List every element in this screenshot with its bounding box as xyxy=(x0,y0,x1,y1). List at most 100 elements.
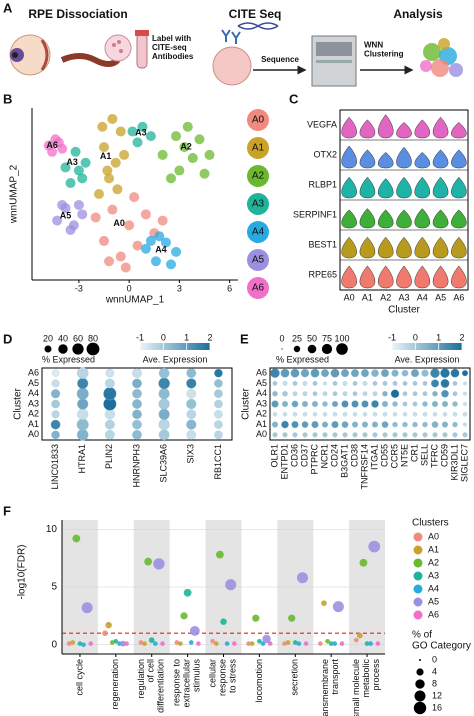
x-tick-label: A3 xyxy=(398,292,409,302)
legend-label: A0 xyxy=(428,531,439,541)
point xyxy=(145,131,156,142)
dot xyxy=(452,391,458,397)
point xyxy=(77,173,88,184)
color-tick-label: 1 xyxy=(436,332,441,342)
size-legend-label: 25 xyxy=(292,333,302,343)
point xyxy=(257,638,262,644)
legend-label: A1 xyxy=(428,544,439,554)
cluster-label: A0 xyxy=(113,218,125,228)
dot xyxy=(104,419,115,430)
dot xyxy=(51,399,60,409)
step-note: Sequence xyxy=(261,55,299,64)
violin xyxy=(451,236,467,259)
dot xyxy=(440,379,450,388)
dot xyxy=(441,421,449,428)
dot xyxy=(51,410,60,419)
point xyxy=(318,641,323,646)
point xyxy=(73,165,84,176)
point xyxy=(144,557,153,566)
point xyxy=(72,534,81,543)
dot xyxy=(382,381,388,386)
point xyxy=(73,199,84,210)
dot xyxy=(440,368,450,378)
point xyxy=(104,173,115,184)
x-tick-label: LINC01833 xyxy=(50,444,60,490)
violin xyxy=(341,265,357,289)
point xyxy=(110,157,121,168)
dot xyxy=(312,432,318,438)
dot xyxy=(323,381,327,386)
step-note: WNN Clustering xyxy=(364,41,404,59)
point xyxy=(194,134,205,145)
point xyxy=(182,121,193,132)
color-tick-label: 2 xyxy=(207,332,212,342)
dot xyxy=(311,400,319,408)
dot xyxy=(332,381,338,386)
dot xyxy=(432,432,438,438)
x-tick-label: SIX3 xyxy=(186,444,196,464)
step-note: Label with CITE-seq Antibodies xyxy=(152,34,194,61)
size-legend-dot xyxy=(413,701,427,715)
x-tick-label: SIGLEC7 xyxy=(459,444,469,482)
x-tick-label: KIR3DL1 xyxy=(449,444,459,481)
x-tick-label: A2 xyxy=(380,292,391,302)
dot xyxy=(300,368,310,378)
dot xyxy=(270,368,280,378)
dot xyxy=(331,400,339,408)
dot xyxy=(321,421,329,428)
point xyxy=(262,634,271,644)
dot xyxy=(342,391,348,397)
dot xyxy=(422,401,428,407)
dot xyxy=(132,388,142,399)
violin xyxy=(396,122,412,139)
size-legend-label: 12 xyxy=(432,690,442,700)
dot xyxy=(320,369,330,378)
dot xyxy=(391,369,399,377)
dot xyxy=(302,412,308,417)
point xyxy=(157,149,168,160)
y-axis-label: Cluster xyxy=(241,387,252,419)
dot xyxy=(342,381,348,386)
point xyxy=(214,641,219,646)
point xyxy=(174,640,180,645)
dot xyxy=(302,432,308,438)
size-legend-label: 75 xyxy=(322,333,332,343)
dot xyxy=(272,390,278,397)
panel-label: E xyxy=(240,331,249,346)
point xyxy=(224,641,230,646)
point xyxy=(288,614,296,622)
y-tick-label: 0 xyxy=(51,639,57,650)
violin xyxy=(377,265,394,289)
dot xyxy=(302,381,308,386)
dot xyxy=(51,369,60,377)
size-legend-label: 100 xyxy=(334,333,349,343)
dish-icon xyxy=(104,34,132,62)
point xyxy=(368,641,373,646)
legend-label: A4 xyxy=(252,227,265,238)
dot xyxy=(372,391,378,397)
dot xyxy=(431,421,439,428)
size-legend-dot xyxy=(416,668,424,676)
point xyxy=(77,209,88,220)
dot xyxy=(104,409,115,420)
violin xyxy=(341,145,357,169)
dot xyxy=(312,412,318,417)
point xyxy=(249,641,255,646)
row-label: BEST1 xyxy=(308,239,337,249)
dot xyxy=(350,369,360,378)
dot xyxy=(371,400,379,408)
point xyxy=(57,199,68,210)
violin xyxy=(341,209,357,229)
dot xyxy=(158,419,170,431)
dot xyxy=(463,391,467,396)
size-legend-dot xyxy=(414,690,426,702)
cluster-label: A6 xyxy=(46,140,58,150)
dot xyxy=(382,390,388,397)
y-axis-label: -log10(FDR) xyxy=(17,544,28,599)
color-tick-label: 0 xyxy=(413,332,418,342)
legend-swatch xyxy=(413,610,423,620)
x-tick-label: CD59 xyxy=(439,444,449,467)
dot xyxy=(332,412,338,417)
dot xyxy=(342,412,348,417)
